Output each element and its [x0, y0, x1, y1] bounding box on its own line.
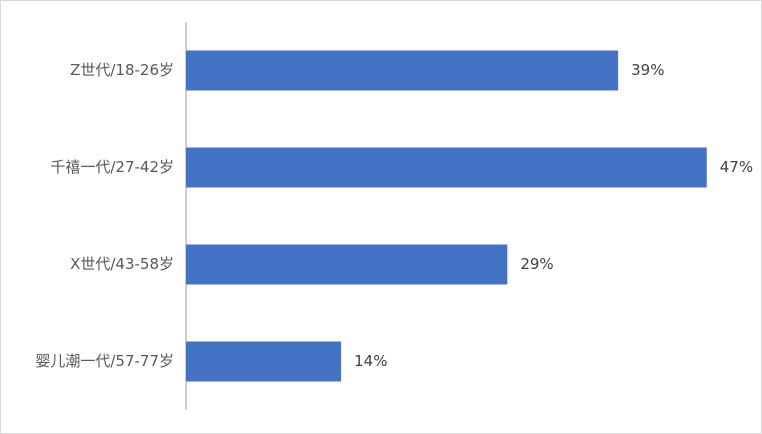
- data-label: 39%: [631, 61, 664, 79]
- category-label: 婴儿潮一代/57-77岁: [35, 352, 174, 370]
- bar: [186, 341, 342, 382]
- bar: [186, 147, 707, 188]
- category-label: 千禧一代/27-42岁: [50, 158, 174, 176]
- data-label: 29%: [520, 255, 553, 273]
- category-label: X世代/43-58岁: [70, 255, 174, 273]
- bar: [186, 50, 619, 91]
- data-label: 14%: [354, 352, 387, 370]
- category-label: Z世代/18-26岁: [70, 61, 174, 79]
- data-label: 47%: [720, 158, 753, 176]
- bar: [186, 244, 508, 285]
